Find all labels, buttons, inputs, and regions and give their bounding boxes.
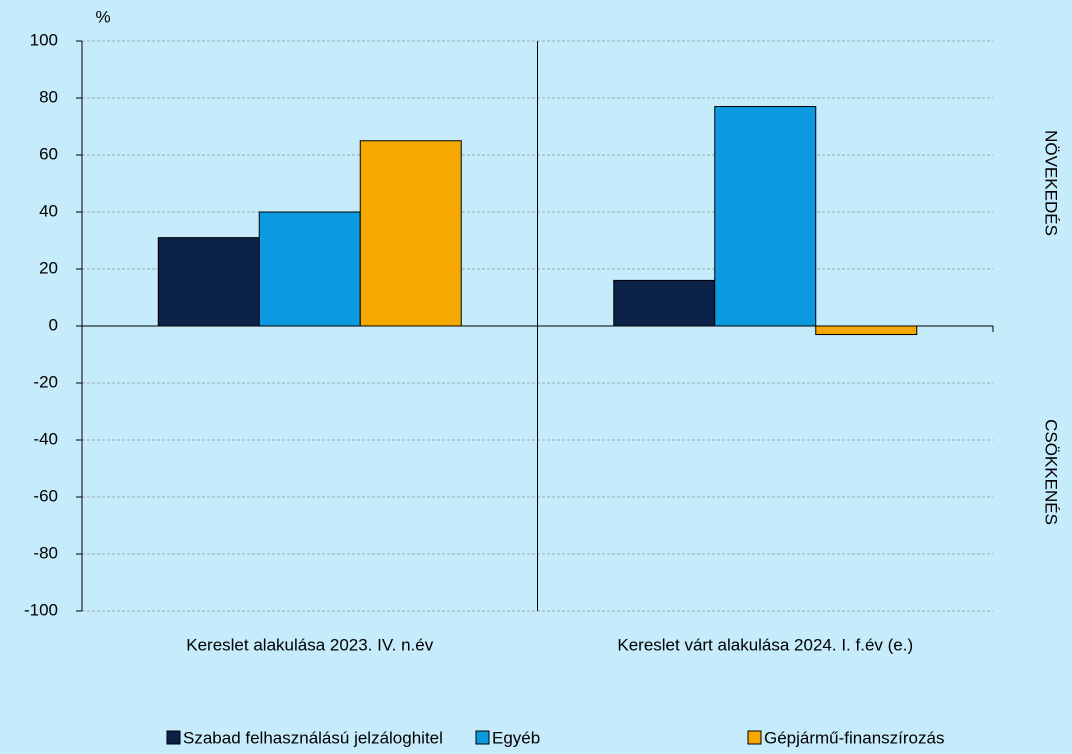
bar [157, 237, 260, 327]
bar [258, 211, 361, 327]
bar [815, 325, 918, 336]
y-tick-label: 100 [30, 30, 58, 49]
bar [613, 279, 716, 327]
y-tick-label: 80 [39, 87, 58, 106]
legend-label: Egyéb [492, 728, 540, 747]
annotation: CSÖKKENÉS [1042, 419, 1061, 525]
legend-swatch [475, 730, 490, 745]
legend-label: Gépjármű-finanszírozás [764, 728, 944, 747]
y-tick-label: 0 [49, 315, 58, 334]
y-tick-label: 20 [39, 258, 58, 277]
y-tick-label: -20 [33, 372, 58, 391]
legend-swatch [166, 730, 181, 745]
legend-swatch [747, 730, 762, 745]
y-tick-label: -100 [24, 600, 58, 619]
bar [359, 140, 462, 327]
y-tick-label: 60 [39, 144, 58, 163]
y-tick-label: 40 [39, 201, 58, 220]
annotation: NÖVEKEDÉS [1042, 130, 1061, 236]
y-tick-label: -80 [33, 543, 58, 562]
y-tick-label: -60 [33, 486, 58, 505]
x-tick-label: Kereslet várt alakulása 2024. I. f.év (e… [617, 635, 913, 654]
x-tick-label: Kereslet alakulása 2023. IV. n.év [186, 635, 433, 654]
bar [714, 106, 817, 327]
y-tick-label: -40 [33, 429, 58, 448]
legend-label: Szabad felhasználású jelzáloghitel [183, 728, 443, 747]
y-unit: % [95, 7, 110, 26]
